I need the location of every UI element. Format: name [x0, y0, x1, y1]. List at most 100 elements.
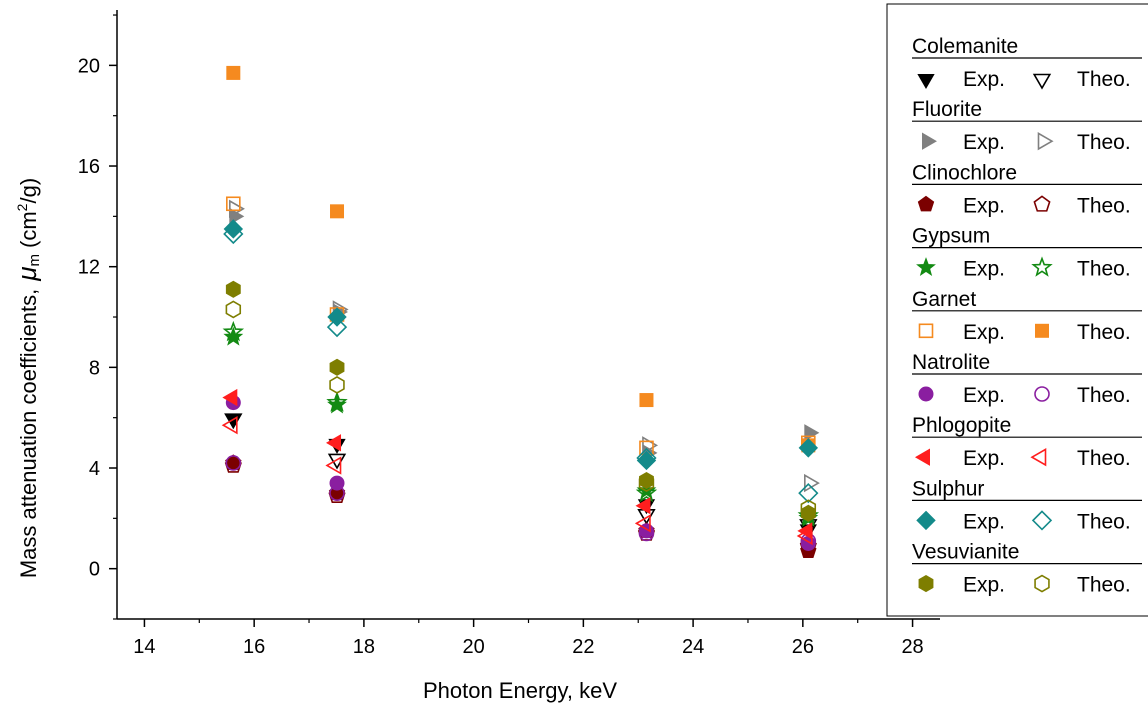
x-tick-label: 16: [243, 636, 265, 658]
legend-marker-garnet-exp: [918, 323, 934, 339]
x-tick-label: 20: [463, 636, 485, 658]
data-point-vesuvianite-exp: [329, 358, 345, 376]
legend-exp-label: Exp.: [963, 68, 1005, 91]
y-ticks: 0 4 8 12 16 20: [78, 14, 117, 620]
legend-theo-label: Theo.: [1077, 258, 1131, 281]
y-tick-label: 0: [89, 559, 100, 581]
data-point-gypsum-theo: [635, 481, 658, 503]
y-tick-label: 20: [78, 55, 100, 77]
data-point-sulphur-theo: [798, 483, 819, 504]
data-point-sulphur-exp: [636, 450, 657, 471]
legend-theo-label: Theo.: [1077, 194, 1131, 217]
legend-mineral-name-colemanite: Colemanite: [912, 35, 1018, 58]
y-axis-label: Mass attenuation coefficients, μm (cm2/g): [12, 178, 43, 578]
legend-exp-label: Exp.: [963, 131, 1005, 154]
legend-theo-label: Theo.: [1077, 131, 1131, 154]
legend-mineral-name-fluorite: Fluorite: [912, 98, 982, 121]
legend-marker-fluorite-theo: [1037, 132, 1054, 151]
x-tick-label: 18: [353, 636, 375, 658]
data-point-vesuvianite-exp: [225, 280, 241, 298]
legend-marker-fluorite-exp: [922, 132, 938, 150]
data-point-natrolite-theo: [225, 455, 242, 471]
legend-marker-natrolite-exp: [918, 386, 934, 402]
legend-theo-label: Theo.: [1077, 384, 1131, 407]
legend-mineral-name-phlogopite: Phlogopite: [912, 414, 1011, 437]
legend-marker-gypsum-exp: [916, 257, 936, 277]
data-point-phlogopite-exp: [797, 522, 813, 540]
data-point-natrolite-exp: [329, 475, 345, 491]
legend-mineral-name-clinochlore: Clinochlore: [912, 161, 1017, 184]
data-point-sulphur-exp: [223, 219, 244, 239]
legend-exp-label: Exp.: [963, 384, 1005, 407]
legend-marker-phlogopite-theo: [1030, 448, 1047, 467]
data-point-vesuvianite-exp: [800, 504, 816, 522]
y-axis-label-unit-superscript: 2: [14, 203, 30, 211]
legend-marker-clinochlore-exp: [917, 195, 935, 212]
legend-theo-label: Theo.: [1077, 321, 1131, 344]
data-point-sulphur-exp: [327, 307, 347, 327]
data-point-sulphur-theo: [326, 316, 348, 338]
legend-marker-clinochlore-theo: [1033, 195, 1051, 212]
data-point-phlogopite-theo: [221, 416, 238, 435]
legend-mineral-name-gypsum: Gypsum: [912, 225, 990, 248]
legend-theo-label: Theo.: [1077, 68, 1131, 91]
legend-exp-label: Exp.: [963, 574, 1005, 597]
x-ticks: 14 16 18 20 22 24 26 28: [133, 619, 924, 658]
legend-marker-colemanite-theo: [1032, 73, 1052, 90]
legend-mineral-name-sulphur: Sulphur: [912, 477, 984, 500]
legend-exp-label: Exp.: [963, 447, 1005, 470]
data-point-phlogopite-exp: [222, 388, 238, 407]
legend-marker-vesuvianite-exp: [918, 575, 934, 593]
data-points: [221, 65, 820, 559]
legend-marker-gypsum-theo: [1031, 256, 1053, 277]
y-tick-label: 8: [89, 357, 100, 379]
x-tick-label: 28: [901, 636, 923, 658]
data-point-garnet-theo: [330, 204, 345, 219]
legend-marker-colemanite-exp: [917, 74, 935, 90]
legend-exp-label: Exp.: [963, 510, 1005, 533]
data-point-garnet-theo: [639, 393, 654, 408]
data-point-gypsum-exp: [327, 394, 347, 414]
data-point-vesuvianite-theo: [225, 300, 242, 319]
legend-theo-label: Theo.: [1077, 447, 1131, 470]
data-point-gypsum-exp: [223, 326, 244, 346]
legend: Colemanite Exp. Theo. Fluorite Exp. Theo. Clin…: [886, 3, 1148, 617]
data-point-sulphur-exp: [798, 438, 819, 458]
x-tick-label: 22: [572, 636, 594, 658]
legend-box: [886, 3, 1148, 617]
data-point-garnet-exp: [226, 196, 241, 212]
data-point-phlogopite-exp: [326, 434, 342, 452]
y-axis-label-main: Mass attenuation coefficients,: [16, 289, 41, 578]
y-axis-label-unit-post: /g): [16, 178, 41, 204]
legend-marker-phlogopite-exp: [914, 448, 930, 466]
legend-exp-label: Exp.: [963, 194, 1005, 217]
legend-theo-label: Theo.: [1077, 574, 1131, 597]
data-point-phlogopite-theo: [634, 514, 651, 533]
x-tick-label: 24: [682, 636, 704, 658]
legend-exp-label: Exp.: [963, 321, 1005, 344]
data-point-vesuvianite-exp: [639, 472, 654, 490]
legend-mineral-name-vesuvianite: Vesuvianite: [912, 541, 1019, 564]
data-point-phlogopite-theo: [325, 456, 342, 475]
x-tick-label: 14: [133, 636, 155, 658]
legend-marker-garnet-theo: [1035, 323, 1049, 338]
data-point-garnet-theo: [226, 65, 241, 80]
legend-mineral-name-garnet: Garnet: [912, 288, 976, 311]
y-tick-label: 4: [89, 458, 100, 480]
x-tick-label: 26: [792, 636, 814, 658]
legend-mineral-name-natrolite: Natrolite: [912, 351, 990, 374]
y-tick-label: 12: [78, 257, 100, 279]
data-point-phlogopite-exp: [635, 497, 651, 515]
legend-marker-sulphur-exp: [916, 510, 936, 531]
legend-marker-sulphur-theo: [1031, 510, 1053, 531]
y-tick-label: 16: [78, 156, 100, 178]
x-axis-label: Photon Energy, keV: [423, 678, 617, 703]
y-axis-label-symbol: μ: [12, 266, 42, 281]
y-axis-label-subscript: m: [26, 254, 43, 267]
legend-marker-natrolite-theo: [1034, 386, 1050, 402]
data-point-vesuvianite-theo: [329, 376, 345, 394]
legend-exp-label: Exp.: [963, 258, 1005, 281]
y-axis-label-unit-pre: (cm: [16, 211, 41, 248]
legend-theo-label: Theo.: [1077, 510, 1131, 533]
